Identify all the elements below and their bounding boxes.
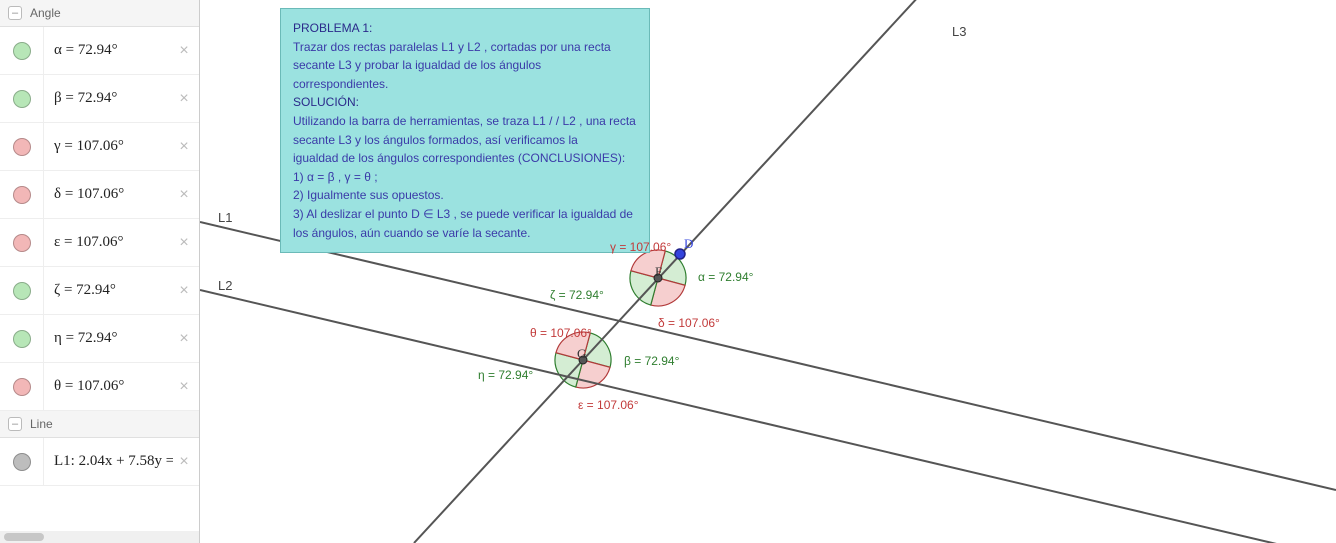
object-label: ζ = 72.94°: [44, 282, 173, 299]
delete-button[interactable]: ×: [173, 328, 195, 350]
horizontal-scrollbar[interactable]: [0, 531, 200, 543]
object-label: γ = 107.06°: [44, 138, 173, 155]
problem-line: 1) α = β , γ = θ ;: [293, 168, 637, 187]
visibility-toggle[interactable]: [0, 27, 44, 74]
delete-button[interactable]: ×: [173, 40, 195, 62]
delete-button[interactable]: ×: [173, 184, 195, 206]
problem-line: 3) Al deslizar el punto D ∈ L3 , se pued…: [293, 205, 637, 224]
color-dot-icon: [13, 234, 31, 252]
section-label: Angle: [30, 6, 61, 20]
line-L1[interactable]: [200, 222, 1336, 490]
list-item-alpha[interactable]: α = 72.94°×: [0, 27, 199, 75]
object-label: ε = 107.06°: [44, 234, 173, 251]
problem-line: 2) Igualmente sus opuestos.: [293, 186, 637, 205]
point-label-F: F: [655, 264, 662, 280]
color-dot-icon: [13, 378, 31, 396]
delete-button[interactable]: ×: [173, 136, 195, 158]
problem-line: secante L3 y los ángulos formados, así v…: [293, 131, 637, 150]
delete-button[interactable]: ×: [173, 232, 195, 254]
problem-line: los ángulos, aún cuando se varíe la seca…: [293, 224, 637, 243]
list-item-gamma[interactable]: γ = 107.06°×: [0, 123, 199, 171]
problem-line: secante L3 y probar la igualdad de los á…: [293, 56, 637, 93]
delete-button[interactable]: ×: [173, 280, 195, 302]
delete-button[interactable]: ×: [173, 451, 195, 473]
line-items: L1: 2.04x + 7.58y =×: [0, 438, 199, 486]
graphics-view[interactable]: PROBLEMA 1: Trazar dos rectas paralelas …: [200, 0, 1336, 543]
list-item-eta[interactable]: η = 72.94°×: [0, 315, 199, 363]
color-dot-icon: [13, 453, 31, 471]
object-label: δ = 107.06°: [44, 186, 173, 203]
list-item-theta[interactable]: θ = 107.06°×: [0, 363, 199, 411]
angle-label-epsilon: ε = 107.06°: [578, 398, 639, 412]
problem-line: Utilizando la barra de herramientas, se …: [293, 112, 637, 131]
object-label: L1: 2.04x + 7.58y =: [44, 453, 173, 470]
visibility-toggle[interactable]: [0, 123, 44, 170]
angle-items: α = 72.94°×β = 72.94°×γ = 107.06°×δ = 10…: [0, 27, 199, 411]
delete-button[interactable]: ×: [173, 88, 195, 110]
visibility-toggle[interactable]: [0, 438, 44, 485]
visibility-toggle[interactable]: [0, 363, 44, 410]
color-dot-icon: [13, 330, 31, 348]
angle-label-gamma: γ = 107.06°: [610, 240, 671, 254]
collapse-icon[interactable]: –: [8, 417, 22, 431]
color-dot-icon: [13, 42, 31, 60]
section-header-angle[interactable]: – Angle: [0, 0, 199, 27]
color-dot-icon: [13, 138, 31, 156]
color-dot-icon: [13, 90, 31, 108]
line-label-L2: L2: [218, 278, 232, 293]
problem-line: Trazar dos rectas paralelas L1 y L2 , co…: [293, 38, 637, 57]
problem-line: igualdad de los ángulos correspondientes…: [293, 149, 637, 168]
section-label: Line: [30, 417, 53, 431]
delete-button[interactable]: ×: [173, 376, 195, 398]
angle-label-theta: θ = 107.06°: [530, 326, 592, 340]
list-item-zeta[interactable]: ζ = 72.94°×: [0, 267, 199, 315]
object-label: η = 72.94°: [44, 330, 173, 347]
line-label-L3: L3: [952, 24, 966, 39]
angle-label-beta: β = 72.94°: [624, 354, 679, 368]
list-item-beta[interactable]: β = 72.94°×: [0, 75, 199, 123]
angle-label-alpha: α = 72.94°: [698, 270, 753, 284]
visibility-toggle[interactable]: [0, 75, 44, 122]
solution-title: SOLUCIÓN:: [293, 93, 637, 112]
object-label: α = 72.94°: [44, 42, 173, 59]
problem-textbox[interactable]: PROBLEMA 1: Trazar dos rectas paralelas …: [280, 8, 650, 253]
object-label: β = 72.94°: [44, 90, 173, 107]
line-L2[interactable]: [200, 290, 1336, 543]
visibility-toggle[interactable]: [0, 171, 44, 218]
algebra-sidebar[interactable]: – Angle α = 72.94°×β = 72.94°×γ = 107.06…: [0, 0, 200, 543]
point-label-G: G: [577, 346, 586, 362]
object-label: θ = 107.06°: [44, 378, 173, 395]
list-item-delta[interactable]: δ = 107.06°×: [0, 171, 199, 219]
visibility-toggle[interactable]: [0, 315, 44, 362]
section-header-line[interactable]: – Line: [0, 411, 199, 438]
visibility-toggle[interactable]: [0, 267, 44, 314]
angle-label-zeta: ζ = 72.94°: [550, 288, 604, 302]
color-dot-icon: [13, 282, 31, 300]
point-label-D: D: [684, 236, 693, 252]
collapse-icon[interactable]: –: [8, 6, 22, 20]
angle-label-eta: η = 72.94°: [478, 368, 533, 382]
list-item-epsilon[interactable]: ε = 107.06°×: [0, 219, 199, 267]
angle-label-delta: δ = 107.06°: [658, 316, 720, 330]
color-dot-icon: [13, 186, 31, 204]
list-item-L1[interactable]: L1: 2.04x + 7.58y =×: [0, 438, 199, 486]
visibility-toggle[interactable]: [0, 219, 44, 266]
line-label-L1: L1: [218, 210, 232, 225]
problem-title: PROBLEMA 1:: [293, 19, 637, 38]
